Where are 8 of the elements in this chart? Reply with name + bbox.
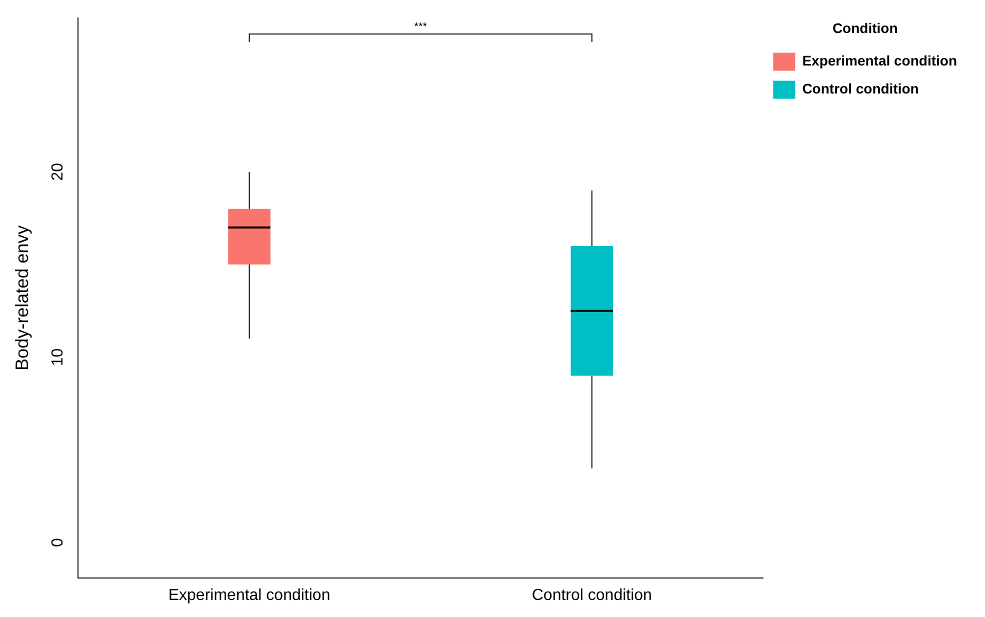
annotation: ***	[414, 21, 428, 33]
y-tick-label: 0	[49, 538, 66, 548]
legend-label: Control condition	[802, 80, 919, 97]
y-tick-label: 20	[49, 162, 66, 181]
y-axis-title: Body-related envy	[12, 225, 32, 370]
y-tick-label: 10	[49, 348, 66, 366]
legend-title: Condition	[832, 20, 898, 36]
legend-label: Experimental condition	[802, 52, 958, 69]
